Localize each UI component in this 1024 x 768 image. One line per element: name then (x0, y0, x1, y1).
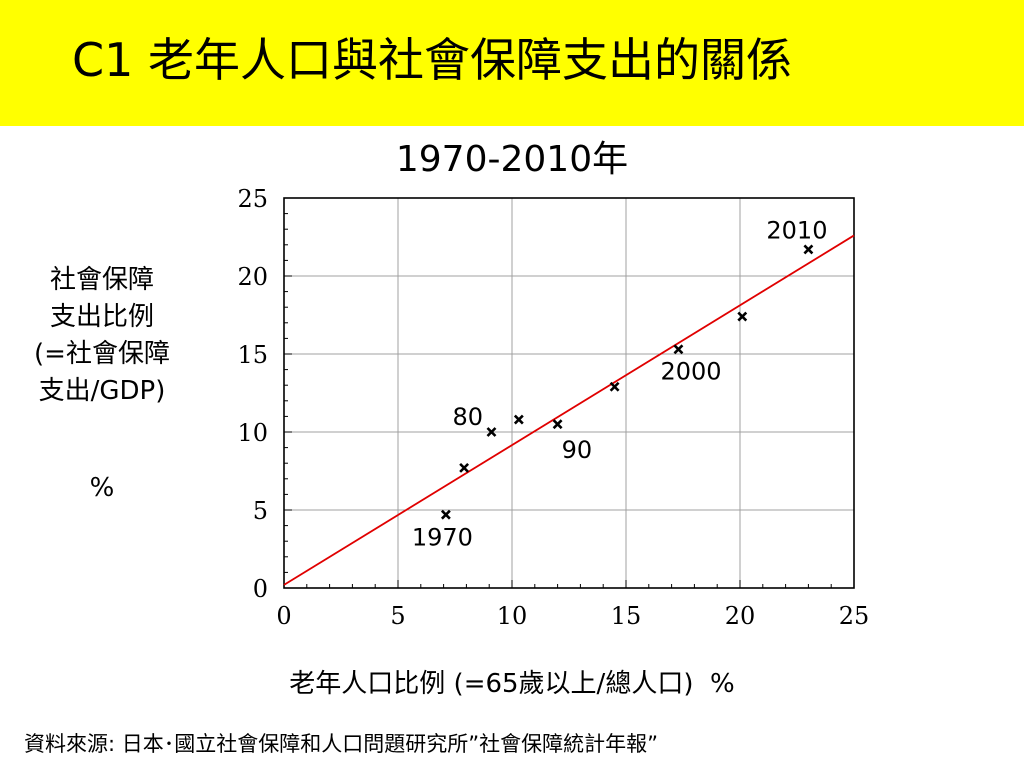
data-point-marker (440, 509, 451, 520)
source-note: 資料來源: 日本･國立社會保障和人口問題研究所”社會保障統計年報” (24, 732, 659, 756)
x-tick-label: 25 (839, 602, 870, 630)
y-tick-label: 25 (237, 185, 268, 213)
data-point-marker (803, 244, 814, 255)
chart-title: 1970-2010年 (395, 139, 629, 180)
data-point-marker (737, 311, 748, 322)
x-tick-label: 5 (390, 602, 405, 630)
data-label: 1970 (412, 524, 473, 552)
y-axis-unit: % (89, 473, 115, 503)
data-label: 2000 (660, 357, 721, 385)
data-point-marker (459, 462, 470, 473)
data-label: 80 (452, 403, 483, 431)
plot-frame (283, 197, 855, 589)
x-tick-label: 10 (497, 602, 528, 630)
y-axis-label: 社會保障 支出比例 (=社會保障 支出/GDP) (34, 265, 170, 406)
x-tick-label: 15 (611, 602, 642, 630)
data-point-marker (486, 427, 497, 437)
x-tick-label: 0 (276, 602, 291, 630)
y-tick-label: 0 (253, 575, 268, 603)
data-point-marker (552, 419, 563, 430)
trend-line (283, 234, 855, 586)
data-point-marker (513, 414, 524, 425)
x-axis-label: 老年人口比例 (=65歲以上/總人口) % (289, 669, 735, 699)
y-tick-label: 15 (237, 341, 268, 369)
data-point-marker (673, 344, 684, 355)
y-tick-label: 5 (253, 497, 268, 525)
slide-title: C1 老年人口與社會保障支出的關係 (72, 33, 793, 87)
x-tick-label: 20 (725, 602, 756, 630)
data-label: 90 (562, 436, 593, 464)
data-label: 2010 (766, 216, 827, 244)
y-tick-label: 20 (237, 263, 268, 291)
y-tick-label: 10 (237, 419, 268, 447)
title-band (0, 0, 1024, 126)
data-point-marker (609, 381, 620, 392)
